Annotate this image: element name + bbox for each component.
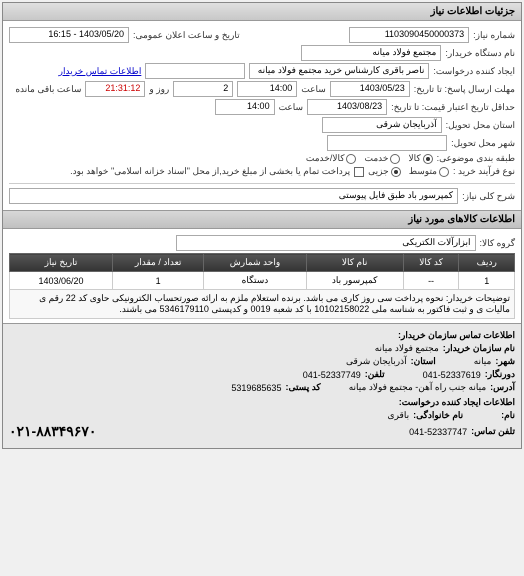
subject-class-label: طبقه بندی موضوعی: (437, 153, 515, 164)
radio-mixed-label: کالا/خدمت (306, 153, 345, 164)
desc-text: نحوه پرداخت سی روز کاری می باشد. برنده ا… (39, 293, 510, 314)
remain-days-field: 2 (173, 81, 233, 97)
panel-title: جزئیات اطلاعات نیاز (3, 3, 521, 21)
reply-date-field: 1403/05/23 (330, 81, 410, 97)
creator-label: ایجاد کننده درخواست: (433, 66, 515, 77)
pub-date-label: تاریخ و ساعت اعلان عمومی: (133, 30, 240, 41)
col-qty: تعداد / مقدار (112, 254, 203, 272)
valid-time-label: ساعت (279, 102, 304, 113)
goods-table: ردیف کد کالا نام کالا واحد شمارش تعداد /… (9, 253, 515, 319)
remain-time-field: 21:31:12 (85, 81, 145, 97)
reply-time-label: ساعت (301, 84, 326, 95)
province-field: آذربایجان شرقی (322, 117, 442, 133)
radio-mixed[interactable] (346, 154, 356, 164)
cell-qty: 1 (112, 272, 203, 290)
creator-contact-title: اطلاعات ایجاد کننده درخواست: (9, 397, 515, 408)
pay-checkbox[interactable] (354, 167, 364, 177)
need-title-label: شرح کلی نیاز: (462, 191, 515, 202)
creator-field: ناصر باقری کارشناس خرید مجتمع فولاد میان… (249, 63, 429, 79)
cell-unit: دستگاه (204, 272, 306, 290)
col-code: کد کالا (403, 254, 459, 272)
footer: اطلاعات تماس سازمان خریدار: نام سازمان خ… (3, 323, 521, 448)
lname: باقری (388, 410, 410, 421)
group-label: گروه کالا: (480, 238, 515, 249)
req-no-field: 1103090450000373 (349, 27, 469, 43)
lname-label: نام خانوادگی: (413, 410, 463, 421)
pub-date-field: 1403/05/20 - 16:15 (9, 27, 129, 43)
remain-days-label: روز و (149, 84, 169, 95)
main-panel: جزئیات اطلاعات نیاز شماره نیاز: 11030904… (2, 2, 522, 449)
org-contact-title: اطلاعات تماس سازمان خریدار: (9, 330, 515, 341)
f-city-label: شهر: (495, 356, 515, 367)
col-row: ردیف (459, 254, 515, 272)
reply-deadline-label: مهلت ارسال پاسخ: تا تاریخ: (414, 84, 515, 95)
panel-body: شماره نیاز: 1103090450000373 تاریخ و ساع… (3, 21, 521, 210)
phone: 041-52337749 (303, 370, 361, 380)
req-no-label: شماره نیاز: (473, 30, 515, 41)
province-label: استان محل تحویل: (446, 120, 515, 131)
f-province: آذربایجان شرقی (346, 356, 407, 367)
postal: 5319685635 (231, 383, 281, 393)
radio-service-label: خدمت (364, 153, 388, 164)
radio-small-label: متوسط (409, 166, 437, 177)
f-province-label: استان: (411, 356, 436, 367)
table-row: 1 -- کمپرسور باد دستگاه 1 1403/06/20 (10, 272, 515, 290)
cphone: 041-52337747 (409, 427, 467, 437)
remain-suffix: ساعت باقی مانده (15, 84, 81, 95)
valid-until-label: حداقل تاریخ اعتبار قیمت: تا تاریخ: (391, 102, 515, 113)
valid-time-field: 14:00 (215, 99, 275, 115)
cell-row: 1 (459, 272, 515, 290)
org-name-label: نام سازمان خریدار: (443, 343, 515, 354)
name-label: نام: (501, 410, 515, 421)
subject-radio-group: کالا خدمت کالا/خدمت (306, 153, 433, 164)
address-label: آدرس: (490, 382, 515, 393)
cell-name: کمپرسور باد (306, 272, 403, 290)
group-field: ابزارآلات الکتریکی (176, 235, 476, 251)
org-name: مجتمع فولاد میانه (375, 343, 439, 354)
col-date: تاریخ نیاز (10, 254, 113, 272)
city-label: شهر محل تحویل: (451, 138, 515, 149)
reply-time-field: 14:00 (237, 81, 297, 97)
fax-label: دورنگار: (485, 369, 515, 380)
buyer-org-label: نام دستگاه خریدار: (445, 48, 515, 59)
radio-partial-label: جزیی (368, 166, 389, 177)
valid-date-field: 1403/08/23 (307, 99, 387, 115)
radio-partial[interactable] (391, 167, 401, 177)
fax: 041-52337619 (423, 370, 481, 380)
buyer-org-field: مجتمع فولاد میانه (301, 45, 441, 61)
cell-date: 1403/06/20 (10, 272, 113, 290)
col-name: نام کالا (306, 254, 403, 272)
radio-goods-label: کالا (408, 153, 420, 164)
need-title-field: کمپرسور باد طبق فایل پیوستی (9, 188, 458, 204)
postal-label: کد پستی: (285, 382, 320, 393)
pay-note: پرداخت تمام یا بخشی از مبلغ خرید,از محل … (70, 166, 350, 177)
desc-row: توضیحات خریدار: نحوه پرداخت سی روز کاری … (10, 290, 515, 319)
city-field (327, 135, 447, 151)
cphone-label: تلفن تماس: (471, 426, 515, 437)
col-unit: واحد شمارش (204, 254, 306, 272)
hotline: ۰۲۱-۸۸۳۴۹۶۷۰ (9, 423, 96, 440)
buy-type-label: نوع فرآیند خرید : (453, 166, 515, 177)
buyer-contact-link[interactable]: اطلاعات تماس خریدار (59, 66, 142, 77)
f-city: میانه (474, 356, 492, 367)
address: میانه جنب راه آهن- مجتمع فولاد میانه (349, 382, 486, 393)
phone-label: تلفن: (365, 369, 385, 380)
radio-service[interactable] (390, 154, 400, 164)
buy-type-radio-group: متوسط جزیی (368, 166, 449, 177)
cell-code: -- (403, 272, 459, 290)
radio-small[interactable] (439, 167, 449, 177)
desc-label: توضیحات خریدار: (446, 293, 510, 303)
radio-goods[interactable] (423, 154, 433, 164)
creator-extra-field (145, 63, 245, 79)
goods-section-title: اطلاعات کالاهای مورد نیاز (3, 210, 521, 229)
